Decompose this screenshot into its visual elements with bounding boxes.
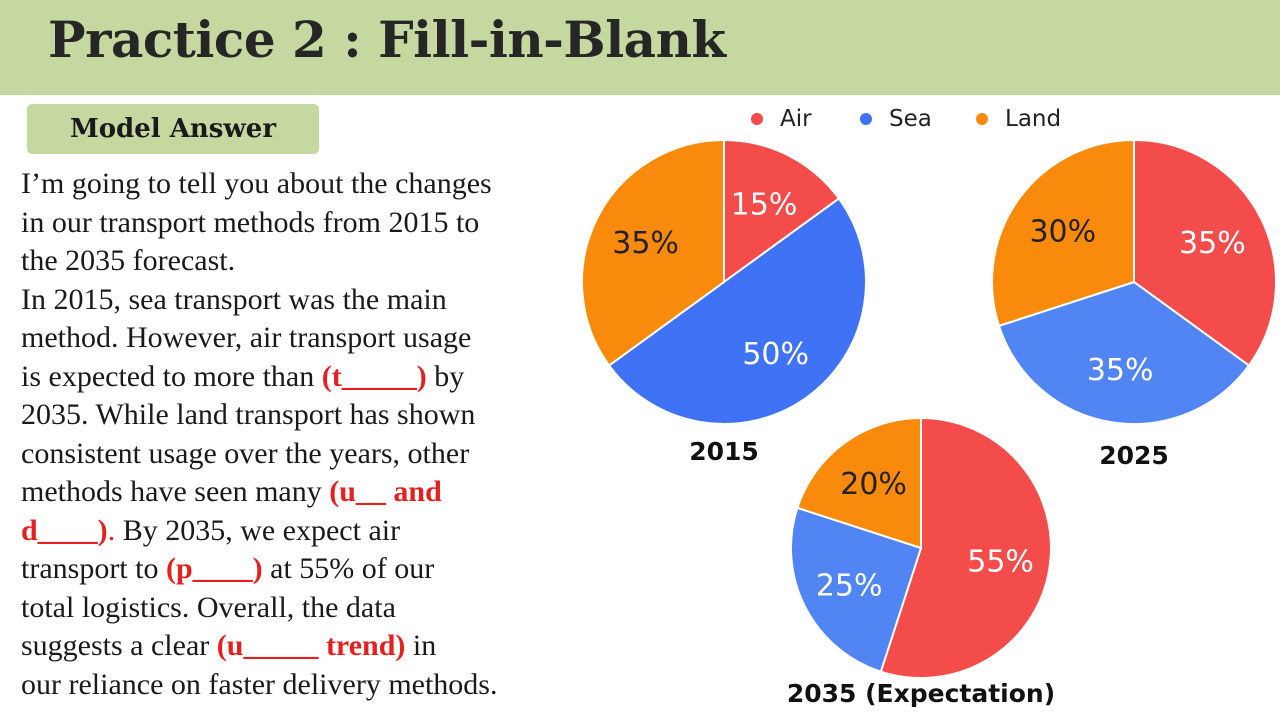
passage-line: In 2015, sea transport was the main — [21, 282, 447, 316]
slice-label-sea-2: 35% — [1087, 353, 1154, 388]
legend-dot-land — [976, 113, 988, 125]
slice-label-air-2: 35% — [1179, 226, 1246, 261]
passage-line: in our transport methods from 2015 to — [21, 205, 480, 239]
slice-label-sea-3: 25% — [816, 569, 883, 604]
slice-label-land-2: 30% — [1029, 214, 1096, 249]
chart-caption-3: 2035 (Expectation) — [787, 679, 1055, 708]
title-bar — [0, 0, 1280, 95]
passage-text: methods have seen many — [21, 475, 330, 508]
model-answer-badge: Model Answer — [27, 104, 319, 154]
answer-passage: I’m going to tell you about the changes … — [21, 165, 591, 704]
pie-slice-air-2 — [1133, 138, 1277, 367]
passage-line: 2035. While land transport has shown — [21, 398, 476, 431]
passage-text: transport to — [21, 552, 166, 585]
slice-label-land-1: 35% — [612, 226, 679, 261]
passage-line: is expected to more than (t_____) by — [21, 358, 591, 397]
passage-period: . — [107, 513, 116, 547]
slice-label-sea-1: 50% — [742, 337, 809, 372]
pie-slice-sea-1 — [607, 197, 868, 425]
pie-slice-land-3 — [796, 416, 922, 550]
legend-item-land: Land — [976, 106, 1061, 132]
passage-line: our reliance on faster delivery methods. — [21, 667, 498, 701]
blank-peak: (p____) — [165, 552, 263, 585]
legend-label-sea: Sea — [889, 106, 932, 132]
page-title: Practice 2 : Fill-in-Blank — [48, 10, 726, 69]
legend-dot-sea — [860, 113, 872, 125]
legend-label-land: Land — [1005, 106, 1062, 132]
pie-slice-air-3 — [879, 416, 1052, 679]
passage-text: suggests a clear — [21, 629, 217, 662]
pie-slice-land-1 — [581, 138, 725, 367]
passage-line: the 2035 forecast. — [21, 244, 236, 277]
chart-caption-1: 2015 — [689, 437, 759, 466]
slice-label-land-3: 20% — [840, 467, 907, 502]
passage-line: suggests a clear (u_____ trend) in — [21, 627, 591, 666]
pie-slice-land-2 — [991, 138, 1135, 328]
chart-caption-2: 2025 — [1099, 441, 1169, 470]
pie-slice-sea-2 — [997, 280, 1251, 425]
passage-text: in — [405, 629, 437, 662]
pie-slice-sea-3 — [790, 506, 923, 673]
passage-line: consistent usage over the years, other — [21, 436, 470, 470]
passage-line: methods have seen many (u__ and — [21, 473, 591, 512]
passage-line: method. However, air transport usage — [21, 321, 472, 354]
legend-item-sea: Sea — [860, 106, 932, 132]
passage-line: I’m going to tell you about the changes — [21, 167, 492, 200]
blank-triple: (t_____) — [321, 359, 427, 393]
slice-label-air-1: 15% — [731, 188, 798, 223]
passage-line: d____). By 2035, we expect air — [21, 512, 591, 551]
badge-label: Model Answer — [69, 114, 277, 144]
chart-legend: Air Sea Land — [0, 106, 1280, 134]
legend-label-air: Air — [780, 106, 812, 132]
legend-item-air: Air — [751, 106, 812, 132]
passage-text: at 55% of our — [262, 552, 435, 585]
passage-text: is expected to more than — [21, 359, 322, 393]
blank-upward-trend: (u_____ trend) — [216, 629, 406, 662]
blank-downs: d____) — [21, 513, 108, 547]
slice-label-air-3: 55% — [967, 545, 1034, 580]
legend-dot-air — [751, 113, 763, 125]
passage-text: By 2035, we expect air — [115, 513, 401, 547]
blank-ups-and: (u__ and — [329, 475, 442, 508]
passage-line: total logistics. Overall, the data — [21, 590, 396, 624]
passage-text: by — [426, 359, 465, 393]
pie-slice-air-1 — [723, 138, 841, 284]
passage-line: transport to (p____) at 55% of our — [21, 550, 591, 589]
